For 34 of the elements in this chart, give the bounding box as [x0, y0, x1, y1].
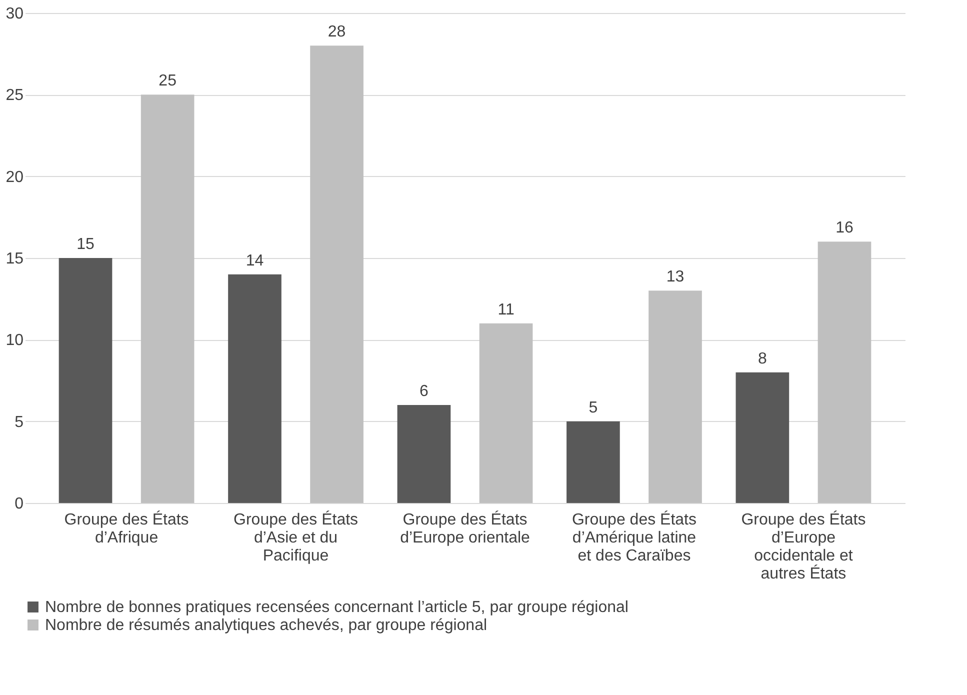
x-tick-label: Groupe des États d’Europe occidentale et autres États: [741, 510, 866, 582]
data-label: 13: [666, 268, 684, 286]
bar: [736, 372, 790, 503]
y-tick-label: 0: [14, 496, 24, 512]
bar: [818, 242, 872, 503]
legend-label: Nombre de bonnes pratiques recensées concernant l’article 5, par groupe régional: [45, 599, 628, 616]
y-tick-label: 15: [6, 250, 24, 268]
bar: [140, 94, 194, 503]
bar: [310, 46, 364, 503]
y-tick-label: 20: [6, 168, 24, 186]
bar: [479, 323, 533, 503]
data-label: 28: [328, 24, 346, 41]
data-label: 5: [588, 399, 598, 416]
data-label: 8: [758, 350, 767, 368]
y-tick-label: 30: [6, 6, 24, 22]
data-label: 16: [836, 220, 854, 237]
bar: [648, 290, 702, 503]
y-tick-label: 25: [6, 87, 24, 104]
data-label: 11: [498, 301, 514, 318]
data-label: 15: [76, 236, 95, 253]
bar: [397, 405, 451, 503]
bar: [228, 274, 282, 503]
bar: [566, 421, 620, 503]
y-tick-label: 5: [14, 414, 24, 431]
y-tick-label: 10: [6, 332, 24, 350]
data-label: 6: [420, 383, 429, 400]
data-label: 14: [246, 252, 264, 270]
legend-label: Nombre de résumés analytiques achevés, par groupe régional: [45, 617, 488, 634]
data-label: 25: [158, 72, 177, 90]
x-tick-label: Groupe des États d’Asie et du Pacifique: [234, 510, 358, 564]
bar: [58, 258, 112, 503]
x-tick-label: Groupe des États d’Europe orientale: [400, 510, 530, 546]
x-tick-label: Groupe des États d’Amérique latine et des Caraïbes: [572, 510, 696, 564]
x-tick-label: Groupe des États d’Afrique: [64, 510, 189, 546]
